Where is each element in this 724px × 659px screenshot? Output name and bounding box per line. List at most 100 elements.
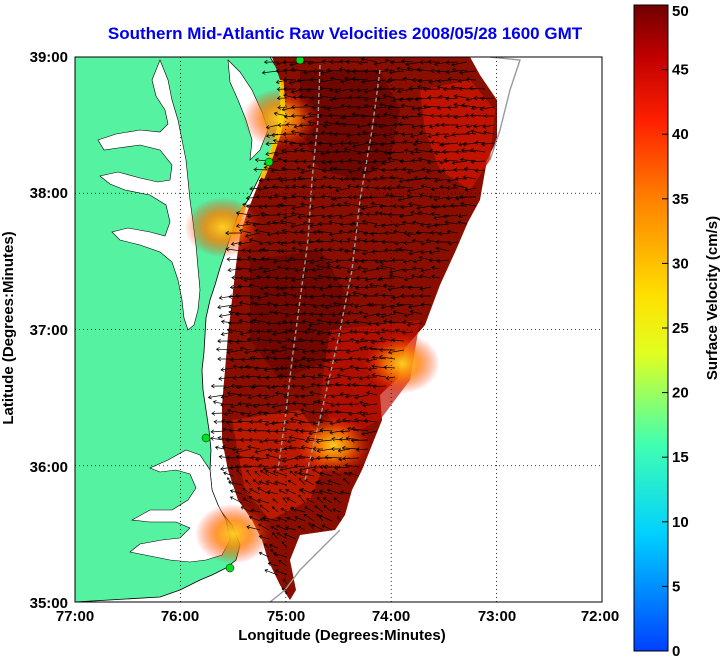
velocity-arrow bbox=[266, 220, 279, 226]
velocity-arrow bbox=[382, 133, 396, 138]
velocity-arrow bbox=[400, 284, 413, 290]
velocity-arrow bbox=[384, 230, 395, 236]
velocity-arrow bbox=[384, 67, 396, 73]
velocity-arrow bbox=[265, 355, 279, 360]
velocity-arrow bbox=[220, 331, 234, 337]
velocity-arrow bbox=[362, 403, 378, 408]
velocity-arrow bbox=[267, 561, 279, 567]
velocity-arrow bbox=[276, 321, 288, 326]
velocity-arrow bbox=[316, 513, 324, 522]
velocity-arrow bbox=[256, 329, 270, 334]
velocity-arrow bbox=[403, 240, 414, 246]
velocity-arrow bbox=[309, 77, 324, 82]
velocity-arrow bbox=[307, 60, 324, 66]
velocity-arrow bbox=[363, 418, 378, 423]
velocity-arrow bbox=[436, 105, 450, 111]
velocity-arrow bbox=[328, 87, 342, 93]
velocity-arrow bbox=[327, 184, 342, 190]
velocity-arrow bbox=[381, 293, 396, 298]
velocity-arrow bbox=[254, 448, 270, 454]
velocity-arrow bbox=[465, 130, 477, 136]
velocity-arrow bbox=[325, 358, 342, 363]
velocity-arrow bbox=[266, 328, 279, 334]
velocity-arrow bbox=[410, 274, 423, 279]
y-axis: 39:00 38:00 37:00 36:00 35:00 Latitude (… bbox=[0, 49, 68, 612]
x-tick-label: 72:00 bbox=[581, 608, 619, 625]
velocity-arrow bbox=[304, 479, 315, 486]
velocity-arrow bbox=[283, 446, 297, 451]
velocity-arrow bbox=[366, 391, 378, 396]
velocity-arrow bbox=[338, 214, 351, 220]
velocity-arrow bbox=[298, 471, 315, 477]
velocity-arrow bbox=[321, 159, 333, 165]
velocity-arrow bbox=[256, 295, 270, 300]
velocity-arrow bbox=[286, 516, 297, 522]
velocity-arrow bbox=[281, 541, 288, 549]
velocity-arrow bbox=[272, 498, 279, 504]
velocity-arrow bbox=[401, 330, 414, 335]
velocity-arrow bbox=[293, 471, 306, 477]
velocity-arrow bbox=[347, 375, 360, 381]
velocity-arrow bbox=[371, 133, 387, 138]
velocity-arrow bbox=[300, 488, 315, 495]
velocity-arrow bbox=[278, 373, 297, 379]
velocity-arrow bbox=[453, 167, 468, 173]
velocity-arrow bbox=[265, 141, 279, 147]
velocity-arrow bbox=[312, 303, 324, 309]
velocity-arrow bbox=[370, 166, 387, 171]
velocity-arrow bbox=[421, 167, 432, 172]
velocity-arrow bbox=[400, 103, 414, 108]
velocity-arrow bbox=[262, 184, 279, 190]
velocity-arrow bbox=[393, 229, 405, 234]
velocity-arrow bbox=[346, 310, 360, 316]
velocity-arrow bbox=[420, 268, 432, 273]
velocity-arrow bbox=[277, 409, 288, 415]
velocity-arrow bbox=[248, 496, 261, 504]
velocity-arrow bbox=[242, 497, 252, 504]
velocity-arrow bbox=[239, 275, 251, 281]
velocity-arrow bbox=[225, 437, 243, 443]
velocity-arrow bbox=[310, 349, 324, 354]
velocity-arrow bbox=[317, 363, 333, 369]
velocity-arrow bbox=[391, 258, 405, 263]
velocity-arrow bbox=[387, 349, 405, 355]
velocity-arrow bbox=[343, 471, 351, 477]
velocity-arrow bbox=[442, 214, 459, 219]
velocity-arrow bbox=[228, 310, 243, 315]
velocity-arrow bbox=[422, 87, 441, 92]
x-tick-label: 75:00 bbox=[267, 608, 305, 625]
velocity-arrow bbox=[470, 147, 486, 153]
velocity-arrow bbox=[235, 385, 252, 390]
velocity-arrow bbox=[246, 312, 261, 317]
velocity-arrow bbox=[402, 76, 414, 82]
velocity-arrow bbox=[360, 57, 378, 63]
velocity-arrow bbox=[434, 132, 450, 137]
velocity-arrow bbox=[470, 159, 486, 165]
velocity-arrow bbox=[332, 508, 342, 513]
velocity-arrow bbox=[352, 142, 369, 149]
velocity-arrow bbox=[365, 374, 378, 380]
velocity-arrow bbox=[345, 59, 360, 64]
velocity-arrow bbox=[291, 246, 306, 252]
velocity-arrow bbox=[291, 193, 306, 199]
velocity-arrow bbox=[411, 238, 423, 243]
bathymetry-contour bbox=[489, 57, 521, 161]
velocity-arrow bbox=[381, 160, 396, 166]
velocity-arrow bbox=[336, 202, 351, 208]
velocity-arrow bbox=[433, 214, 450, 220]
velocity-arrow bbox=[406, 66, 423, 72]
velocity-arrow bbox=[390, 86, 405, 92]
velocity-arrow bbox=[464, 187, 477, 192]
velocity-arrow bbox=[343, 201, 360, 207]
velocity-arrow bbox=[405, 61, 423, 67]
velocity-arrow bbox=[289, 506, 306, 513]
velocity-arrow bbox=[420, 184, 432, 189]
velocity-arrow bbox=[442, 86, 458, 92]
velocity-arrow bbox=[402, 319, 414, 325]
bathymetry-contour bbox=[304, 69, 381, 481]
velocity-arrow bbox=[227, 320, 242, 326]
velocity-arrow bbox=[311, 195, 324, 200]
velocity-arrow bbox=[235, 464, 252, 470]
velocity-arrow bbox=[352, 290, 369, 297]
coastal-high-speed bbox=[231, 204, 247, 236]
